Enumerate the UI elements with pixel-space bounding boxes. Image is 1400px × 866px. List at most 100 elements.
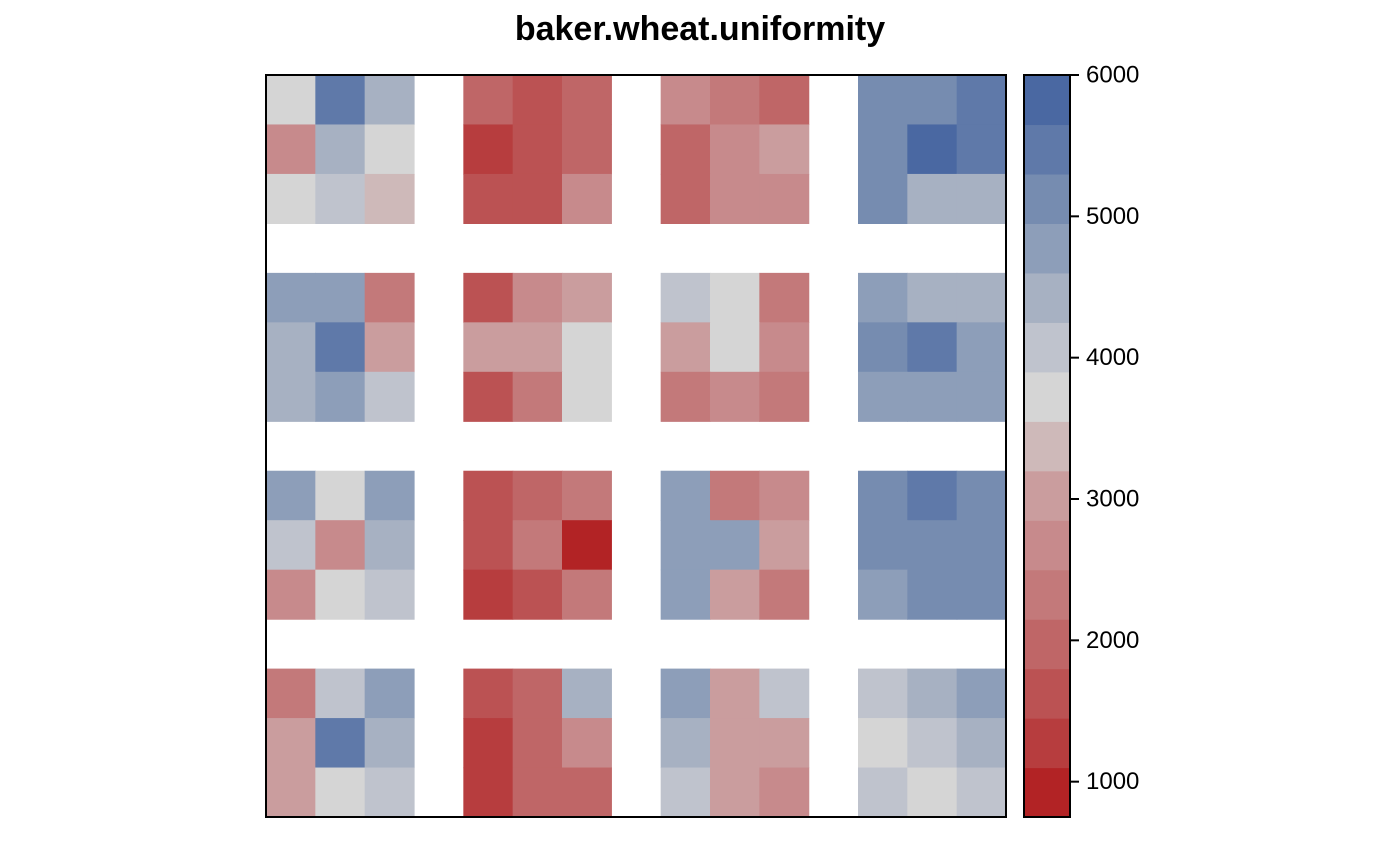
heatmap-cell	[315, 668, 366, 719]
heatmap-cell	[660, 718, 711, 769]
heatmap-cell	[759, 371, 810, 422]
heatmap-cell	[907, 569, 958, 620]
colorbar-segment	[1024, 75, 1070, 126]
heatmap-cell	[759, 470, 810, 521]
heatmap-cell	[956, 520, 1007, 571]
heatmap-cell	[512, 173, 563, 224]
heatmap-cell	[364, 173, 415, 224]
heatmap-cell	[512, 520, 563, 571]
heatmap-cell	[660, 668, 711, 719]
heatmap-cell	[463, 75, 514, 126]
heatmap-cell	[907, 124, 958, 175]
heatmap-cell	[710, 173, 760, 224]
colorbar-tick-label: 6000	[1086, 62, 1139, 89]
heatmap-cell	[562, 124, 612, 175]
heatmap-cell	[315, 173, 366, 224]
heatmap-cell	[562, 520, 612, 571]
heatmap-cell	[907, 520, 958, 571]
heatmap-cell	[266, 470, 316, 521]
heatmap-cell	[315, 75, 366, 126]
heatmap-cell	[956, 668, 1007, 719]
heatmap-cell	[660, 322, 711, 373]
colorbar: 1000 2000 3000 4000 5000 6000	[1023, 62, 1139, 818]
heatmap-cell	[512, 668, 563, 719]
heatmap-cell	[512, 322, 563, 373]
heatmap-cell	[858, 520, 908, 571]
heatmap-cell	[562, 322, 612, 373]
heatmap-cell	[759, 173, 810, 224]
heatmap-cell	[512, 124, 563, 175]
heatmap-cell	[364, 470, 415, 521]
heatmap-cell	[956, 569, 1007, 620]
heatmap-cell	[907, 718, 958, 769]
heatmap-cell	[364, 569, 415, 620]
colorbar-segment	[1024, 173, 1070, 224]
heatmap-cell	[660, 520, 711, 571]
heatmap-cell	[759, 520, 810, 571]
heatmap-cell	[710, 75, 760, 126]
heatmap-cell	[907, 470, 958, 521]
heatmap-cell	[956, 124, 1007, 175]
heatmap-cell	[710, 371, 760, 422]
colorbar-tick-label: 3000	[1086, 486, 1139, 513]
heatmap-cell	[710, 272, 760, 323]
heatmap-cell	[660, 124, 711, 175]
heatmap-cell	[660, 371, 711, 422]
heatmap-cell	[660, 173, 711, 224]
heatmap-cell	[858, 124, 908, 175]
heatmap-cell	[266, 569, 316, 620]
colorbar-tick-label: 4000	[1086, 344, 1139, 371]
colorbar-segment	[1024, 767, 1070, 818]
heatmap-cell	[710, 520, 760, 571]
heatmap-cell	[907, 767, 958, 818]
heatmap-cell	[463, 470, 514, 521]
heatmap-cell	[315, 767, 366, 818]
heatmap-cell	[364, 124, 415, 175]
heatmap-cell	[266, 272, 316, 323]
heatmap-cell	[907, 371, 958, 422]
heatmap-cell	[364, 75, 415, 126]
heatmap-cell	[710, 569, 760, 620]
heatmap-cell	[364, 767, 415, 818]
heatmap-cell	[759, 124, 810, 175]
heatmap-cell	[956, 470, 1007, 521]
heatmap-cell	[315, 520, 366, 571]
plot-frame	[265, 74, 1007, 818]
heatmap-cell	[956, 322, 1007, 373]
heatmap-cell	[562, 767, 612, 818]
heatmap-cell	[956, 75, 1007, 126]
heatmap-cell	[660, 470, 711, 521]
heatmap-cell	[562, 718, 612, 769]
colorbar-segment	[1024, 223, 1070, 274]
heatmap-cell	[315, 470, 366, 521]
heatmap-cell	[512, 75, 563, 126]
heatmap-cell	[759, 272, 810, 323]
heatmap-cell	[266, 520, 316, 571]
heatmap-cell	[759, 75, 810, 126]
heatmap-cells	[266, 75, 1007, 818]
heatmap-cell	[463, 272, 514, 323]
heatmap-cell	[710, 668, 760, 719]
heatmap-cell	[858, 668, 908, 719]
heatmap-cell	[562, 272, 612, 323]
heatmap-cell	[907, 75, 958, 126]
heatmap-cell	[956, 767, 1007, 818]
colorbar-segment	[1024, 124, 1070, 175]
colorbar-segment	[1024, 421, 1070, 472]
heatmap-cell	[364, 520, 415, 571]
heatmap-cell	[315, 569, 366, 620]
heatmap-cell	[660, 272, 711, 323]
heatmap-cell	[907, 668, 958, 719]
heatmap-cell	[759, 322, 810, 373]
heatmap-cell	[463, 668, 514, 719]
heatmap-cell	[858, 569, 908, 620]
heatmap-cell	[315, 718, 366, 769]
heatmap-cell	[266, 371, 316, 422]
heatmap-cell	[660, 569, 711, 620]
colorbar-segment	[1024, 520, 1070, 571]
colorbar-tick-label: 5000	[1086, 203, 1139, 230]
colorbar-tick-label: 2000	[1086, 627, 1139, 654]
heatmap-cell	[710, 718, 760, 769]
heatmap-cell	[907, 272, 958, 323]
